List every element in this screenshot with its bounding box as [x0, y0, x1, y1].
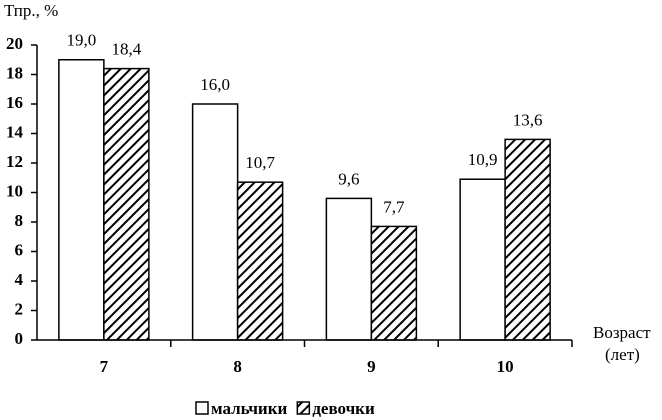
bar: [325, 197, 373, 341]
x-tick-label: 8: [233, 357, 242, 376]
legend-label: девочки: [312, 399, 375, 418]
y-tick-label: 14: [6, 122, 24, 141]
x-tick-label: 7: [100, 357, 109, 376]
bar: [236, 181, 284, 341]
y-tick-label: 4: [15, 270, 24, 289]
value-label: 9,6: [338, 169, 359, 188]
x-tick-label: 9: [367, 357, 376, 376]
value-label: 10,9: [468, 150, 498, 169]
bar: [191, 103, 239, 341]
bar: [58, 59, 105, 341]
bar: [459, 178, 506, 341]
y-tick-label: 16: [6, 93, 23, 112]
y-tick-label: 6: [15, 240, 24, 259]
y-tick-label: 18: [6, 63, 23, 82]
value-label: 7,7: [383, 197, 405, 216]
y-tick-label: 12: [6, 152, 23, 171]
legend-swatch: [296, 401, 311, 415]
value-label: 19,0: [67, 31, 97, 50]
x-tick-label: 10: [497, 357, 514, 376]
y-axis-label: Тпр., %: [4, 1, 58, 20]
bar: [370, 225, 418, 341]
x-axis-label: (лет): [605, 345, 640, 364]
legend-swatch: [195, 401, 209, 415]
value-label: 13,6: [513, 110, 543, 129]
value-label: 10,7: [245, 153, 275, 172]
value-label: 18,4: [112, 40, 142, 59]
y-tick-label: 20: [6, 34, 23, 53]
y-tick-label: 2: [15, 299, 24, 318]
y-tick-label: 8: [15, 211, 24, 230]
x-axis-label: Возраст: [593, 323, 651, 342]
bar: [103, 67, 150, 341]
y-tick-label: 0: [15, 329, 24, 348]
value-label: 16,0: [200, 75, 230, 94]
legend-label: мальчики: [211, 399, 288, 418]
y-tick-label: 10: [6, 181, 23, 200]
bar: [504, 138, 551, 341]
